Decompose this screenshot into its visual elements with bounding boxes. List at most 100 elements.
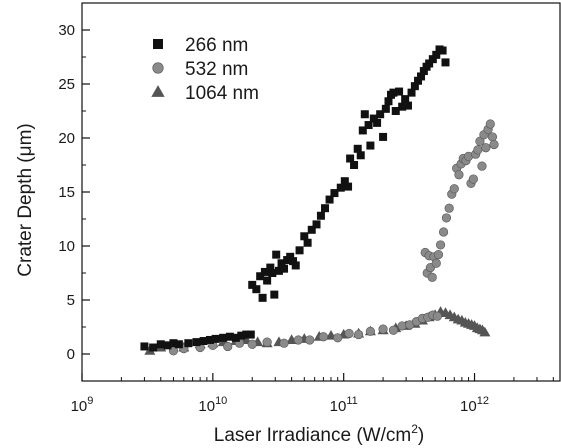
data-point <box>438 227 449 237</box>
data-point <box>184 339 193 348</box>
data-point <box>344 328 354 339</box>
legend-label: 1064 nm <box>185 83 259 104</box>
data-point <box>378 324 388 334</box>
data-point <box>192 338 201 347</box>
plot-frame <box>81 2 561 382</box>
data-point <box>481 143 491 153</box>
data-point <box>211 334 220 343</box>
data-point <box>419 67 428 76</box>
x-tick-label-exponent: 11 <box>346 395 357 407</box>
y-tick-label: 10 <box>58 238 75 255</box>
data-point <box>333 333 343 343</box>
data-point <box>316 211 325 220</box>
data-point <box>428 55 437 64</box>
data-point <box>252 285 261 294</box>
data-point <box>468 174 478 184</box>
data-point <box>454 170 464 180</box>
data-point <box>260 267 269 276</box>
legend-marker <box>151 85 165 97</box>
data-point <box>305 335 315 345</box>
data-point <box>427 272 437 282</box>
data-point <box>336 183 345 192</box>
data-point <box>256 272 265 281</box>
data-point <box>353 329 364 340</box>
data-point <box>225 332 234 341</box>
data-point <box>373 118 382 127</box>
data-point <box>389 88 398 97</box>
data-point <box>231 333 240 342</box>
data-point <box>391 107 400 115</box>
data-point <box>444 203 454 213</box>
data-point <box>266 263 275 272</box>
data-point <box>293 335 303 345</box>
x-tick-label: 1012 <box>460 395 489 415</box>
data-point <box>401 95 410 104</box>
series-circle <box>168 119 499 356</box>
data-point <box>346 154 355 163</box>
x-tick-label-exponent: 9 <box>87 395 93 407</box>
data-point <box>473 145 483 155</box>
data-point <box>340 177 349 186</box>
data-point <box>279 338 289 348</box>
x-tick-label: 1011 <box>330 395 358 415</box>
x-tick-label-base: 10 <box>71 398 88 415</box>
data-point <box>300 232 309 241</box>
data-point <box>274 266 283 275</box>
data-point <box>268 269 277 277</box>
data-point <box>286 252 295 261</box>
data-point <box>479 326 491 337</box>
data-point <box>485 119 495 129</box>
data-point <box>441 213 452 223</box>
data-point <box>432 50 441 59</box>
data-point <box>432 311 442 321</box>
y-tick-label: 30 <box>58 22 75 39</box>
data-point <box>280 264 289 273</box>
legend-label: 266 nm <box>185 35 248 56</box>
data-point <box>407 88 416 97</box>
data-point <box>344 182 353 191</box>
data-point <box>425 59 434 68</box>
data-point <box>435 240 446 250</box>
data-point <box>262 337 272 347</box>
data-point <box>295 246 304 255</box>
data-point <box>379 132 388 141</box>
data-point <box>242 330 251 339</box>
legend-item: 266 nm <box>153 35 248 56</box>
data-point <box>247 339 257 349</box>
legend: 266 nm 532 nm 1064 nm <box>151 35 259 104</box>
data-point <box>353 144 362 153</box>
data-point <box>487 132 498 142</box>
data-point <box>489 139 499 150</box>
data-point <box>199 337 208 346</box>
y-tick-label: 25 <box>58 76 75 93</box>
data-point <box>223 341 233 352</box>
data-point <box>156 340 165 349</box>
data-point <box>350 161 359 169</box>
data-point <box>438 46 447 55</box>
data-point <box>417 72 426 81</box>
data-point <box>366 141 375 150</box>
data-point <box>263 276 272 285</box>
data-point <box>358 126 367 135</box>
series-square <box>140 45 450 352</box>
data-point <box>149 343 158 352</box>
data-point <box>163 341 172 350</box>
data-point <box>248 280 257 289</box>
data-point <box>364 121 373 130</box>
data-point <box>414 76 423 85</box>
x-tick-label-base: 10 <box>330 398 347 415</box>
data-point <box>321 204 330 213</box>
y-tick-label: 0 <box>67 346 75 363</box>
data-point <box>291 261 300 270</box>
data-point <box>395 87 404 96</box>
x-tick-label-base: 10 <box>198 398 215 415</box>
data-point <box>140 342 149 351</box>
data-point <box>174 340 183 349</box>
data-point <box>356 151 365 160</box>
y-tick-label: 5 <box>67 292 75 309</box>
data-point <box>431 258 441 268</box>
x-axis-label: Laser Irradiance (W/cm2) <box>214 422 424 446</box>
data-point <box>325 195 334 204</box>
